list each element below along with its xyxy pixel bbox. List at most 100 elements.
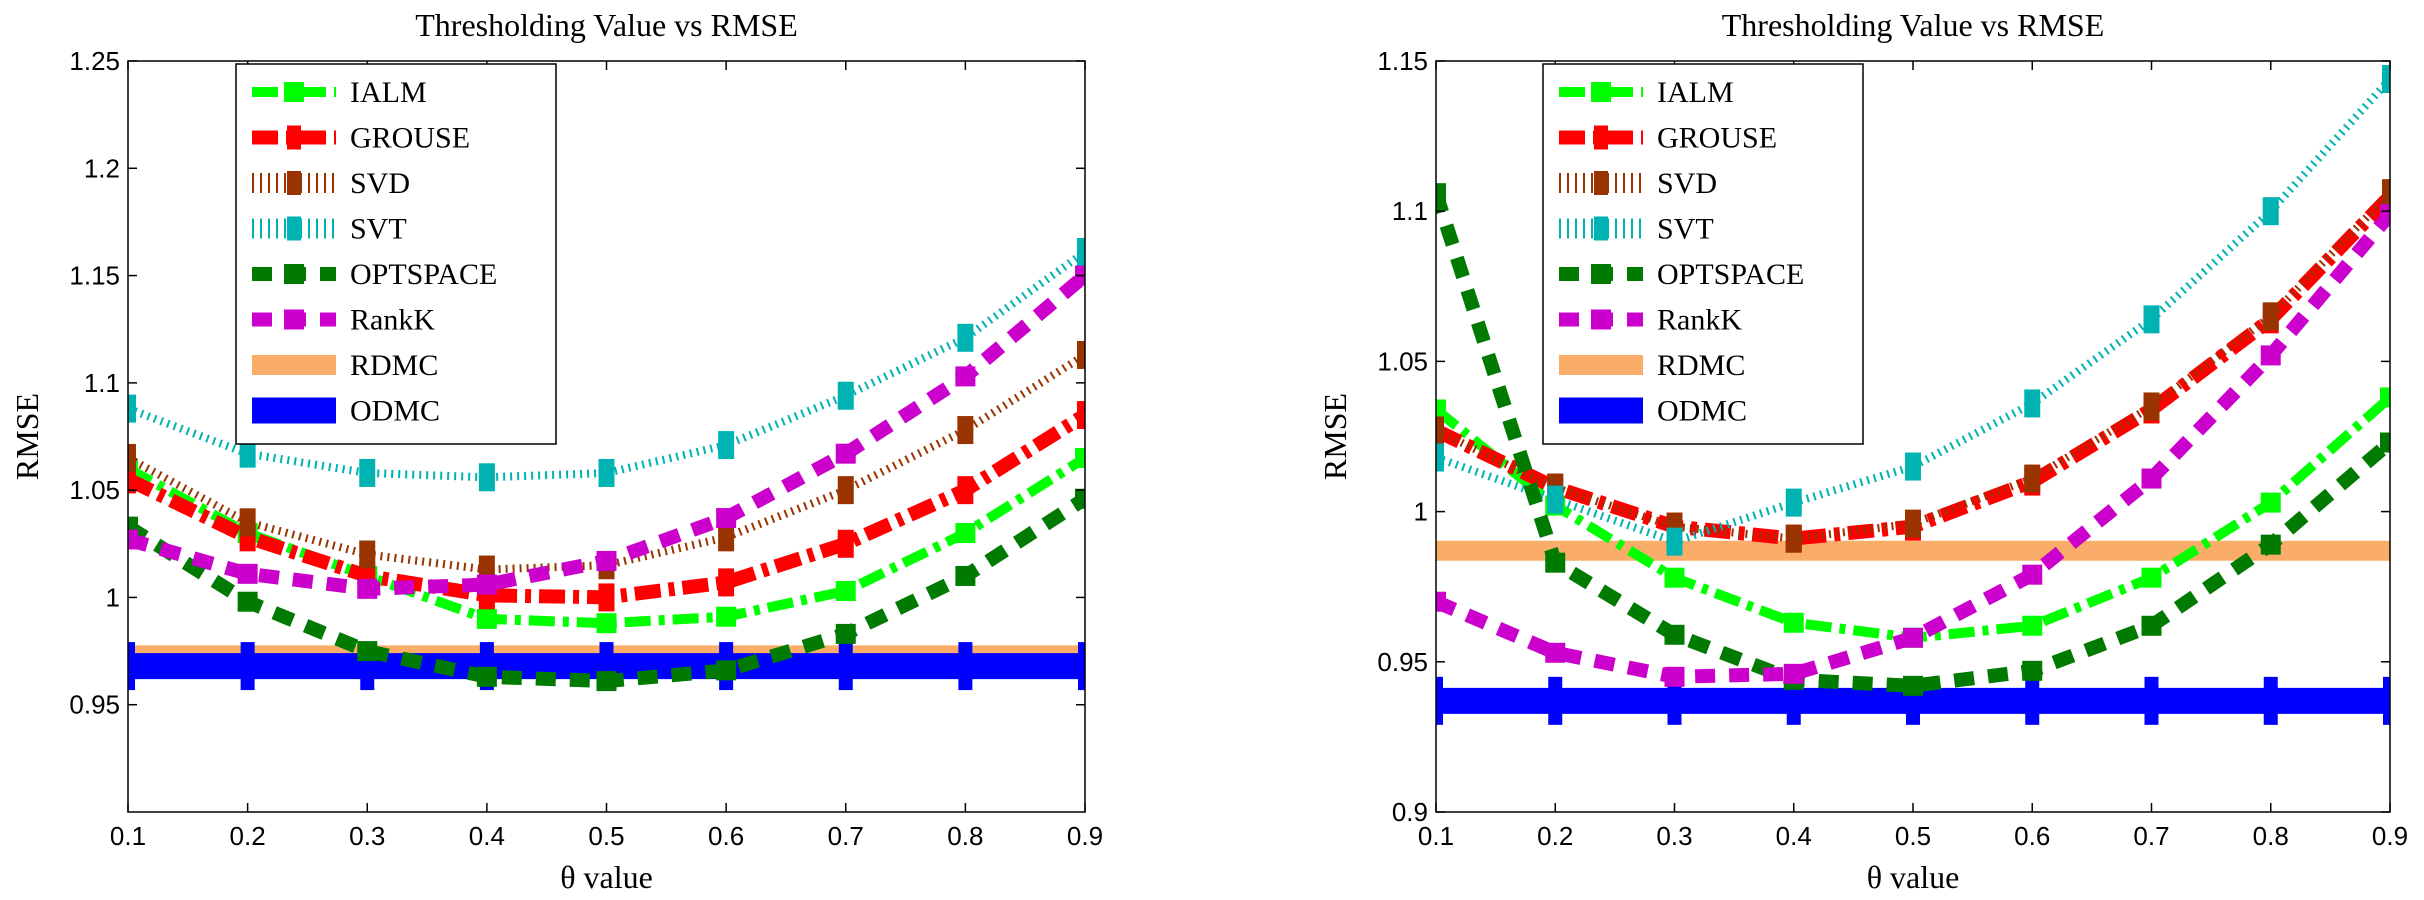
legend-label-optspace: OPTSPACE — [350, 258, 497, 291]
data-point-ialm — [1075, 447, 1085, 468]
x-tick-label: 0.2 — [230, 821, 266, 851]
y-tick-label: 1.2 — [84, 153, 120, 183]
legend-item-grouse: GROUSE — [1559, 122, 1777, 155]
legend-marker-svt — [1594, 216, 1608, 241]
data-point-svt — [1077, 237, 1085, 266]
data-point-ialm — [596, 613, 617, 634]
legend-item-odmc: ODMC — [252, 395, 440, 428]
series-svt — [1436, 65, 2390, 556]
legend-label-ialm: IALM — [1657, 76, 1734, 109]
legend-label-rankk: RankK — [350, 304, 435, 337]
x-tick-label: 0.9 — [2372, 821, 2408, 851]
data-point-optspace — [1075, 488, 1085, 509]
y-tick-label: 1.05 — [1377, 346, 1428, 376]
data-point-rankk — [2022, 564, 2043, 585]
legend-marker-svt — [287, 216, 301, 241]
legend-marker-ialm — [1591, 82, 1611, 102]
data-point-svt — [1785, 488, 1802, 517]
chart-left: Thresholding Value vs RMSE 0.1 0.2 0.3 0.4 0.… — [9, 7, 1103, 895]
data-point-optspace — [1664, 624, 1685, 645]
plot-area — [128, 237, 1085, 692]
data-point-ialm — [1783, 612, 1804, 633]
x-axis-label: θ value — [560, 859, 653, 895]
data-point-optspace — [1436, 183, 1446, 204]
x-tick-label: 0.5 — [588, 821, 624, 851]
data-point-rankk — [1436, 591, 1446, 612]
legend-label-odmc: ODMC — [350, 395, 440, 428]
legend-label-svd: SVD — [1657, 167, 1717, 200]
legend-item-svt: SVT — [1559, 213, 1714, 246]
data-point-odmc — [2263, 676, 2278, 725]
data-point-svt — [478, 463, 495, 492]
data-point-ialm — [476, 608, 497, 629]
legend-item-svd: SVD — [1559, 167, 1717, 200]
data-point-svt — [837, 381, 854, 410]
data-point-rankk — [1903, 627, 1923, 648]
data-point-ialm — [2141, 567, 2162, 588]
data-point-svt — [2143, 305, 2160, 334]
series-rankk — [1436, 204, 2390, 687]
data-point-grouse — [957, 476, 974, 505]
data-point-svt — [359, 458, 376, 487]
x-tick-label: 0.7 — [2133, 821, 2169, 851]
data-point-svd — [1077, 340, 1085, 369]
legend-marker-grouse — [287, 125, 301, 150]
legend-marker-optspace — [1591, 264, 1611, 284]
data-point-rankk — [476, 574, 497, 595]
x-axis-label: θ value — [1867, 859, 1960, 895]
legend-item-ialm: IALM — [252, 76, 427, 109]
data-point-rankk — [357, 578, 378, 599]
data-point-svd — [1905, 509, 1921, 538]
data-point-svt — [598, 458, 615, 487]
data-point-rankk — [716, 508, 737, 529]
y-axis-label: RMSE — [9, 393, 45, 480]
data-point-ialm — [716, 606, 737, 627]
data-point-svt — [2262, 197, 2279, 226]
data-point-svt — [718, 431, 735, 460]
legend-label-rdmc: RDMC — [1657, 349, 1745, 382]
data-point-rankk — [1545, 642, 1566, 663]
data-point-svd — [2262, 302, 2279, 331]
legend-label-svd: SVD — [350, 167, 410, 200]
data-point-optspace — [476, 666, 497, 687]
data-point-ialm — [1436, 399, 1446, 420]
data-point-optspace — [128, 516, 138, 537]
data-point-svt — [957, 323, 974, 352]
data-point-rankk — [2380, 204, 2390, 225]
legend-item-rdmc: RDMC — [252, 349, 438, 382]
x-tick-label: 0.7 — [828, 821, 864, 851]
data-point-optspace — [1545, 552, 1566, 573]
plot-area — [1436, 65, 2390, 725]
y-tick-label: 1 — [106, 582, 120, 612]
data-point-odmc — [1078, 642, 1085, 691]
data-point-svt — [1666, 527, 1683, 556]
data-point-grouse — [598, 583, 615, 612]
y-tick-label: 1.15 — [69, 261, 120, 291]
y-tick-label: 1.15 — [1377, 46, 1428, 76]
data-point-svd — [1436, 416, 1444, 445]
y-tick-label: 1.1 — [1392, 196, 1428, 226]
legend-item-svd: SVD — [252, 167, 410, 200]
x-tick-label: 0.4 — [1776, 821, 1812, 851]
x-tick-label: 0.8 — [947, 821, 983, 851]
legend-label-rankk: RankK — [1657, 304, 1742, 337]
x-tick-label: 0.3 — [349, 821, 385, 851]
data-point-svd — [1785, 524, 1802, 553]
data-point-ialm — [955, 523, 976, 544]
chart-right: Thresholding Value vs RMSE 0.1 0.2 0.3 0.4 0.… — [1317, 7, 2408, 895]
data-point-optspace — [357, 641, 378, 662]
data-point-optspace — [1903, 675, 1923, 696]
data-point-optspace — [2380, 432, 2390, 453]
series-line-svd — [128, 351, 1085, 574]
x-tick-label: 0.6 — [708, 821, 744, 851]
data-point-rankk — [128, 529, 138, 550]
data-point-ialm — [2380, 387, 2390, 408]
legend-item-rdmc: RDMC — [1559, 349, 1745, 382]
data-point-ialm — [1664, 567, 1685, 588]
data-point-ialm — [835, 580, 856, 601]
legend-label-odmc: ODMC — [1657, 395, 1747, 428]
data-point-optspace — [2022, 660, 2043, 681]
legend-label-svt: SVT — [350, 213, 407, 246]
y-tick-label: 0.95 — [69, 690, 120, 720]
legend-item-rankk: RankK — [252, 304, 435, 337]
